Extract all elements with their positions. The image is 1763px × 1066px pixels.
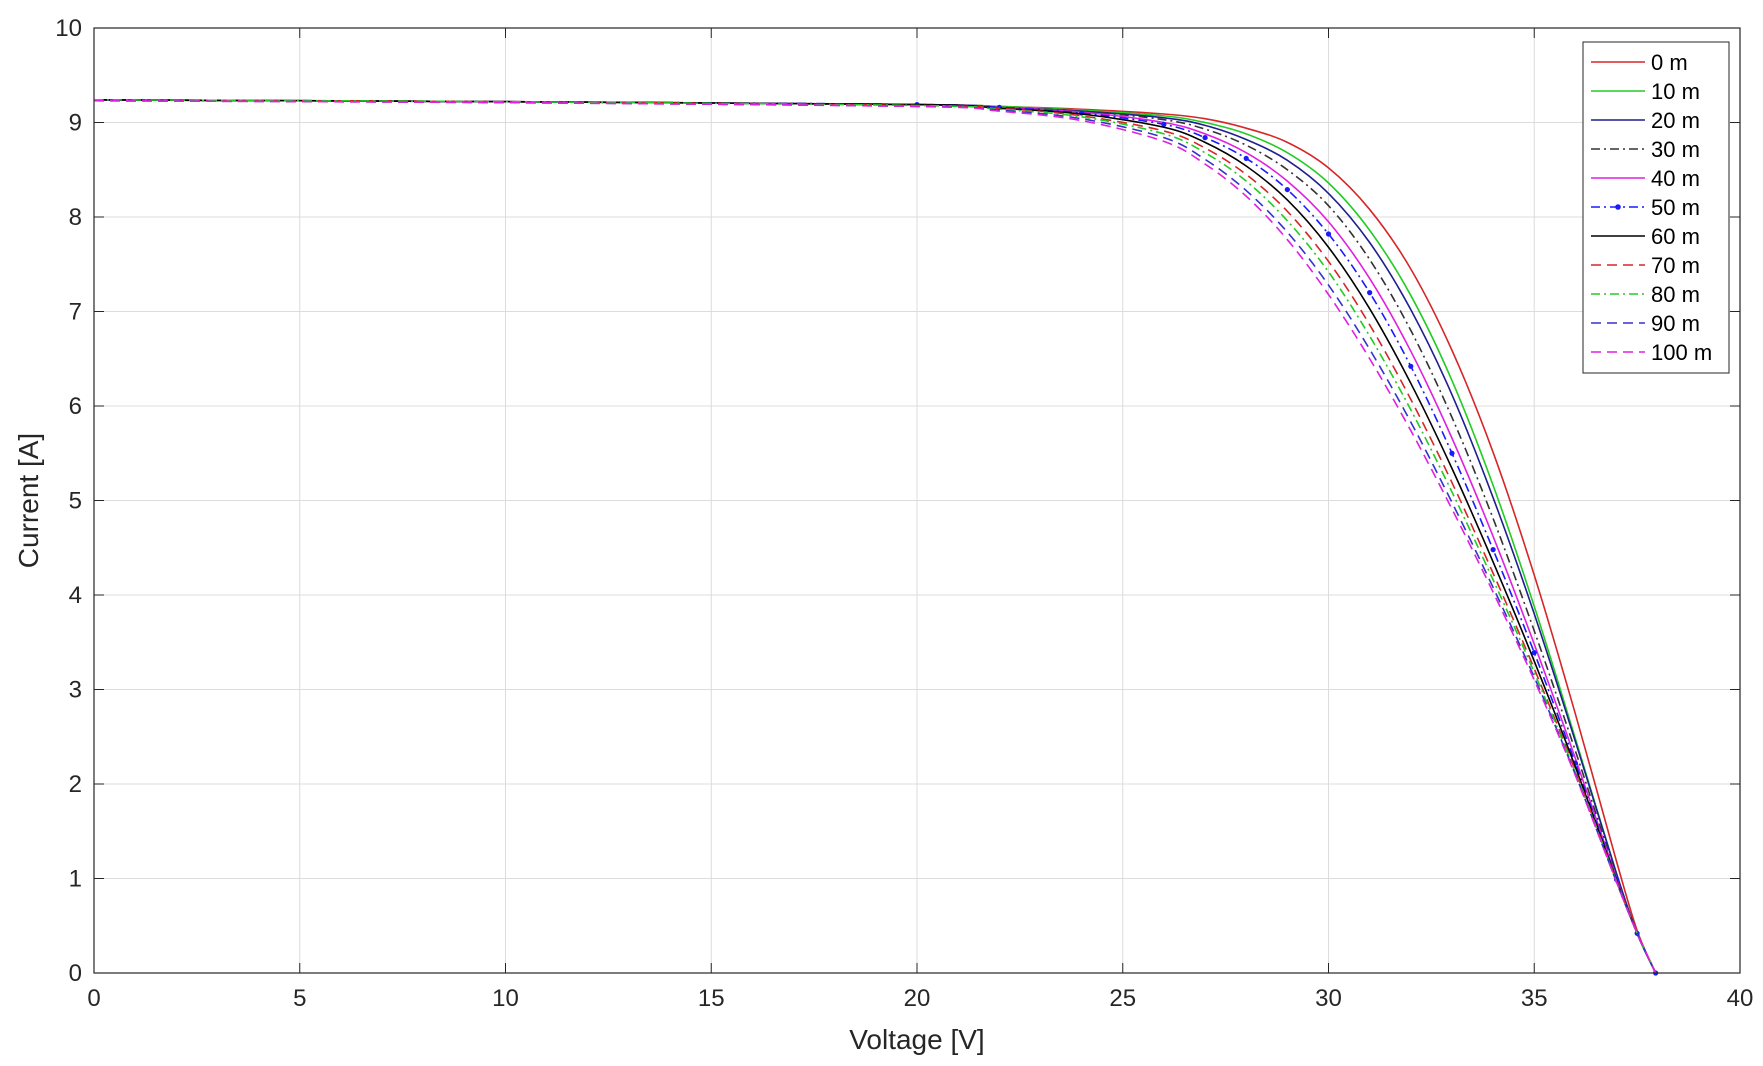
legend-label-100m: 100 m	[1651, 340, 1712, 365]
legend-label-40m: 40 m	[1651, 166, 1700, 191]
series-point-50m	[1161, 121, 1167, 127]
series-point-50m	[1325, 231, 1332, 237]
x-tick-label: 40	[1727, 985, 1754, 1012]
x-tick-label: 30	[1315, 985, 1342, 1012]
y-tick-label: 9	[69, 110, 82, 137]
x-tick-label: 35	[1521, 985, 1548, 1012]
x-tick-label: 15	[698, 985, 725, 1012]
axis-ticks	[93, 27, 1741, 974]
series-point-50m	[1449, 450, 1455, 456]
x-tick-label: 5	[293, 985, 306, 1012]
legend-label-60m: 60 m	[1651, 224, 1700, 249]
y-tick-label: 10	[55, 15, 82, 42]
y-tick-label: 5	[69, 488, 82, 515]
legend-label-30m: 30 m	[1651, 137, 1700, 162]
series-point-50m	[1531, 650, 1537, 656]
legend-label-90m: 90 m	[1651, 311, 1700, 336]
y-tick-label: 4	[69, 582, 82, 609]
grid-lines	[93, 27, 1741, 974]
x-tick-label: 20	[904, 985, 931, 1012]
x-axis-label: Voltage [V]	[849, 1024, 984, 1055]
series-point-50m	[1367, 290, 1373, 296]
series-point-50m	[1408, 363, 1414, 369]
legend: 0 m 10 m 20 m 30 m 40 m 50 m 60 m 70 m 80 m 90 m 1…	[1582, 41, 1730, 374]
series-lines	[93, 99, 1659, 976]
legend-marker-50m	[1615, 204, 1621, 210]
y-tick-label: 1	[69, 866, 82, 893]
y-tick-label: 0	[69, 960, 82, 987]
y-tick-label: 6	[69, 393, 82, 420]
series-point-50m	[1284, 186, 1290, 193]
series-line-100m	[93, 99, 1657, 974]
y-tick-label: 8	[69, 204, 82, 231]
legend-label-50m: 50 m	[1651, 195, 1700, 220]
y-tick-label: 3	[69, 677, 82, 704]
series-point-50m	[1490, 547, 1496, 553]
y-tick-label: 2	[69, 771, 82, 798]
legend-label-80m: 80 m	[1651, 282, 1700, 307]
y-tick-label: 7	[69, 299, 82, 326]
series-point-50m	[1202, 135, 1208, 141]
legend-label-20m: 20 m	[1651, 108, 1700, 133]
legend-label-0m: 0 m	[1651, 50, 1688, 75]
axis-tick-labels: 0 5 10 15 20 25 30 35 40 0 1 2 3 4 5 6 7 8 9 10	[55, 15, 1753, 1012]
series-point-50m	[1243, 155, 1249, 162]
series-line-60m	[93, 99, 1657, 974]
x-tick-label: 10	[492, 985, 519, 1012]
legend-box	[1582, 41, 1730, 374]
legend-label-70m: 70 m	[1651, 253, 1700, 278]
y-axis-label: Current [A]	[13, 433, 44, 568]
x-tick-label: 0	[87, 985, 100, 1012]
x-tick-label: 25	[1109, 985, 1136, 1012]
legend-label-10m: 10 m	[1651, 79, 1700, 104]
series-line-70m	[93, 99, 1657, 974]
